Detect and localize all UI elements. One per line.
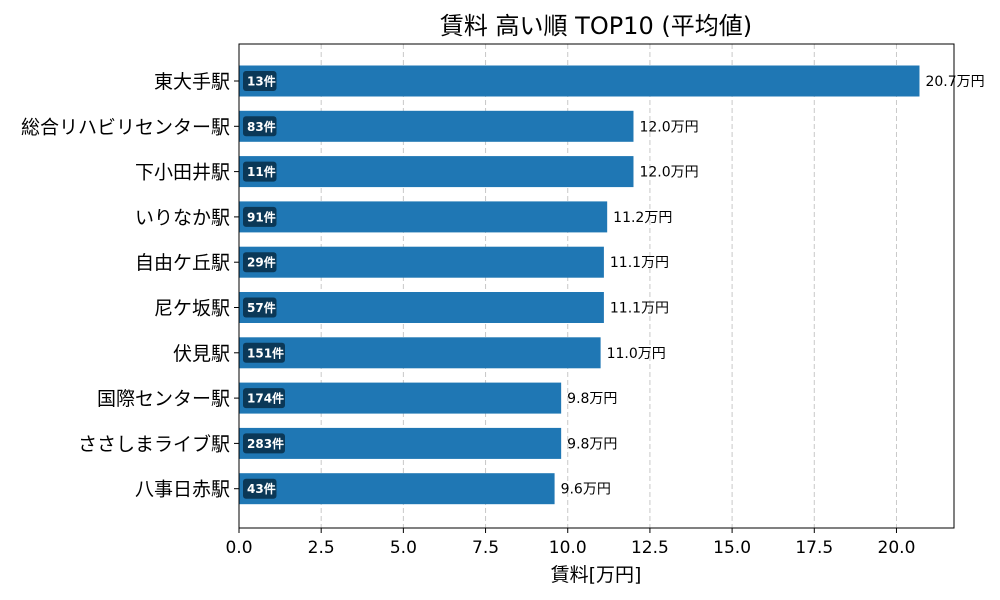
- count-badge: [243, 252, 277, 273]
- count-label: 83件: [247, 119, 276, 134]
- category-label: 国際センター駅: [97, 388, 230, 410]
- x-tick-label: 15.0: [713, 538, 751, 558]
- x-tick-label: 7.5: [472, 538, 499, 558]
- bar-9: [239, 473, 555, 505]
- category-label: 尼ケ坂駅: [154, 298, 230, 320]
- value-label: 12.0万円: [639, 119, 698, 135]
- value-label: 12.0万円: [639, 165, 698, 181]
- bar-7: [239, 382, 562, 414]
- count-badge: [243, 388, 285, 409]
- count-label: 151件: [247, 345, 284, 360]
- count-badge: [243, 71, 277, 91]
- bars: [239, 65, 920, 505]
- category-label: いりなか駅: [135, 207, 230, 229]
- value-label: 11.1万円: [610, 301, 669, 317]
- count-badge: [243, 478, 277, 499]
- category-label: 自由ケ丘駅: [135, 252, 230, 274]
- value-label: 9.6万円: [561, 482, 611, 498]
- bar-6: [239, 337, 601, 369]
- value-label: 20.7万円: [925, 74, 984, 90]
- count-label: 91件: [247, 209, 276, 224]
- count-label: 43件: [247, 481, 276, 496]
- count-label: 283件: [247, 436, 284, 451]
- bar-0: [239, 65, 920, 97]
- value-label: 11.2万円: [613, 210, 672, 226]
- value-label: 11.1万円: [610, 255, 669, 271]
- x-tick-label: 12.5: [631, 538, 669, 558]
- category-label: 下小田井駅: [135, 162, 230, 184]
- category-label: ささしまライブ駅: [78, 432, 230, 455]
- count-label: 29件: [247, 255, 276, 270]
- count-badge: [243, 433, 285, 454]
- count-label: 13件: [247, 74, 276, 89]
- bar-1: [239, 110, 634, 142]
- axes: 0.0 2.5 5.0 7.5 10.0 12.5 15.0 17.5 20.0: [225, 43, 955, 558]
- x-tick-label: 0.0: [225, 538, 252, 558]
- bar-2: [239, 156, 634, 188]
- x-tick-label: 20.0: [878, 538, 916, 558]
- count-label: 174件: [247, 391, 284, 406]
- x-axis-title: 賃料[万円]: [551, 564, 642, 586]
- category-label: 八事日赤駅: [135, 479, 230, 501]
- bar-8: [239, 427, 562, 459]
- count-label: 57件: [247, 300, 276, 315]
- plot-frame: [238, 43, 955, 529]
- value-label: 9.8万円: [567, 436, 617, 452]
- count-badge: [243, 342, 285, 363]
- bar-4: [239, 246, 604, 278]
- x-tick-label: 17.5: [795, 538, 833, 558]
- value-label: 9.8万円: [567, 391, 617, 407]
- count-badge: [243, 116, 277, 137]
- category-label: 伏見駅: [173, 343, 230, 365]
- chart-title: 賃料 高い順 TOP10 (平均値): [440, 12, 752, 40]
- count-badge: [243, 206, 277, 227]
- bar-3: [239, 201, 608, 233]
- category-label: 総合リハビリセンター駅: [21, 116, 230, 138]
- count-badge: [243, 297, 277, 318]
- category-label: 東大手駅: [154, 71, 230, 93]
- x-tick-label: 10.0: [549, 538, 587, 558]
- count-badge: [243, 161, 277, 182]
- count-label: 11件: [247, 164, 276, 179]
- x-tick-label: 2.5: [308, 538, 335, 558]
- bar-5: [239, 292, 604, 323]
- x-tick-label: 5.0: [390, 538, 417, 558]
- value-label: 11.0万円: [607, 346, 666, 362]
